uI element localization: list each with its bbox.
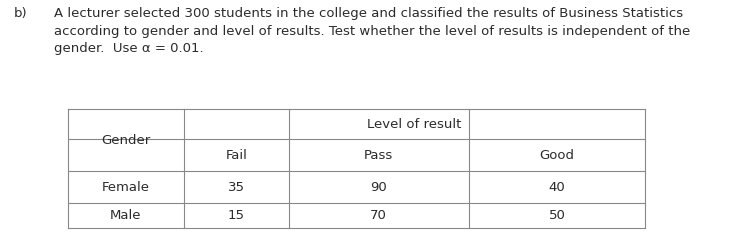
Text: A lecturer selected 300 students in the college and classified the results of Bu: A lecturer selected 300 students in the … bbox=[54, 7, 690, 55]
Text: Level of result: Level of result bbox=[368, 118, 461, 131]
Text: Male: Male bbox=[110, 209, 141, 223]
Text: Fail: Fail bbox=[225, 149, 248, 162]
Text: 90: 90 bbox=[370, 181, 387, 194]
Text: 15: 15 bbox=[228, 209, 244, 223]
Text: Pass: Pass bbox=[364, 149, 393, 162]
Text: 35: 35 bbox=[228, 181, 244, 194]
Text: b): b) bbox=[13, 7, 27, 20]
Text: Good: Good bbox=[539, 149, 574, 162]
Text: 70: 70 bbox=[370, 209, 387, 223]
Text: Gender: Gender bbox=[101, 134, 150, 147]
Text: 40: 40 bbox=[548, 181, 566, 194]
Text: 50: 50 bbox=[548, 209, 566, 223]
Text: Female: Female bbox=[101, 181, 149, 194]
